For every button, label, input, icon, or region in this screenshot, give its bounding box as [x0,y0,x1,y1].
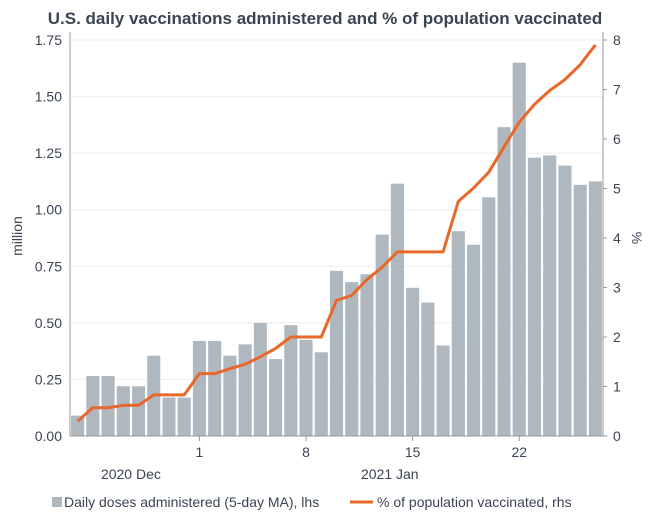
bar [223,355,237,436]
left-tick-label: 0.25 [35,371,62,387]
bar [192,340,206,436]
x-group-label: 2021 Jan [361,466,419,482]
bar [588,181,602,436]
bar [177,397,191,436]
left-tick-label: 1.00 [35,202,62,218]
bar [527,157,542,437]
bar [284,325,298,436]
bar [314,352,328,436]
bar [162,397,176,436]
bar [406,287,420,436]
left-tick-label: 1.50 [35,89,62,105]
right-axis-ticks: 0 1 2 3 4 5 6 7 8 [603,32,621,444]
left-tick-label: 1.25 [35,145,62,161]
bar [329,270,344,436]
right-tick-label: 3 [613,280,621,296]
right-tick-label: 1 [613,379,621,395]
left-tick-label: 1.75 [35,32,62,48]
bar [421,302,435,436]
bar [390,183,404,436]
right-tick-label: 8 [613,32,621,48]
bar [101,376,115,436]
left-axis-ticks: 0.00 0.25 0.50 0.75 1.00 1.25 1.50 1.75 [35,32,62,444]
bar [131,386,146,436]
bar [543,155,557,436]
x-tick-label: 15 [405,444,421,460]
right-tick-label: 5 [613,181,621,197]
line-path [76,44,597,423]
x-tick-label: 22 [511,444,527,460]
bar-series [71,62,602,437]
bar [497,127,511,437]
legend-line-label: % of population vaccinated, rhs [377,494,572,510]
legend: Daily doses administered (5-day MA), lhs… [52,494,572,510]
bar [360,274,374,436]
right-tick-label: 0 [613,428,621,444]
x-tick-label: 1 [196,444,204,460]
bar [345,282,359,436]
left-tick-label: 0.00 [35,428,62,444]
right-tick-label: 2 [613,329,621,345]
bar [269,359,283,436]
right-tick-label: 6 [613,131,621,147]
bar [451,231,465,436]
chart-title: U.S. daily vaccinations administered and… [48,9,603,28]
line-series [76,44,597,423]
bar [436,345,450,436]
bar [116,386,130,436]
x-tick-label: 8 [302,444,310,460]
bar [375,234,389,436]
right-tick-label: 4 [613,230,621,246]
bar [253,322,267,436]
bar [558,165,572,436]
bar [238,344,252,436]
bar [512,62,526,436]
x-group-label: 2020 Dec [101,466,161,482]
left-tick-label: 0.75 [35,258,62,274]
x-axis-ticks: 1 8 15 22 2020 Dec 2021 Jan [101,436,527,482]
bar [86,376,100,436]
right-tick-label: 7 [613,82,621,98]
bar [71,415,85,436]
bar [482,197,496,436]
bar [299,339,313,436]
left-axis-label: million [9,216,25,256]
axes [69,32,604,437]
left-tick-label: 0.50 [35,315,62,331]
right-axis-label: % [629,232,645,244]
legend-bar-label: Daily doses administered (5-day MA), lhs [64,494,319,510]
bar [208,340,222,436]
bar [467,244,481,436]
bar [573,184,587,436]
legend-bar-swatch [52,497,62,507]
